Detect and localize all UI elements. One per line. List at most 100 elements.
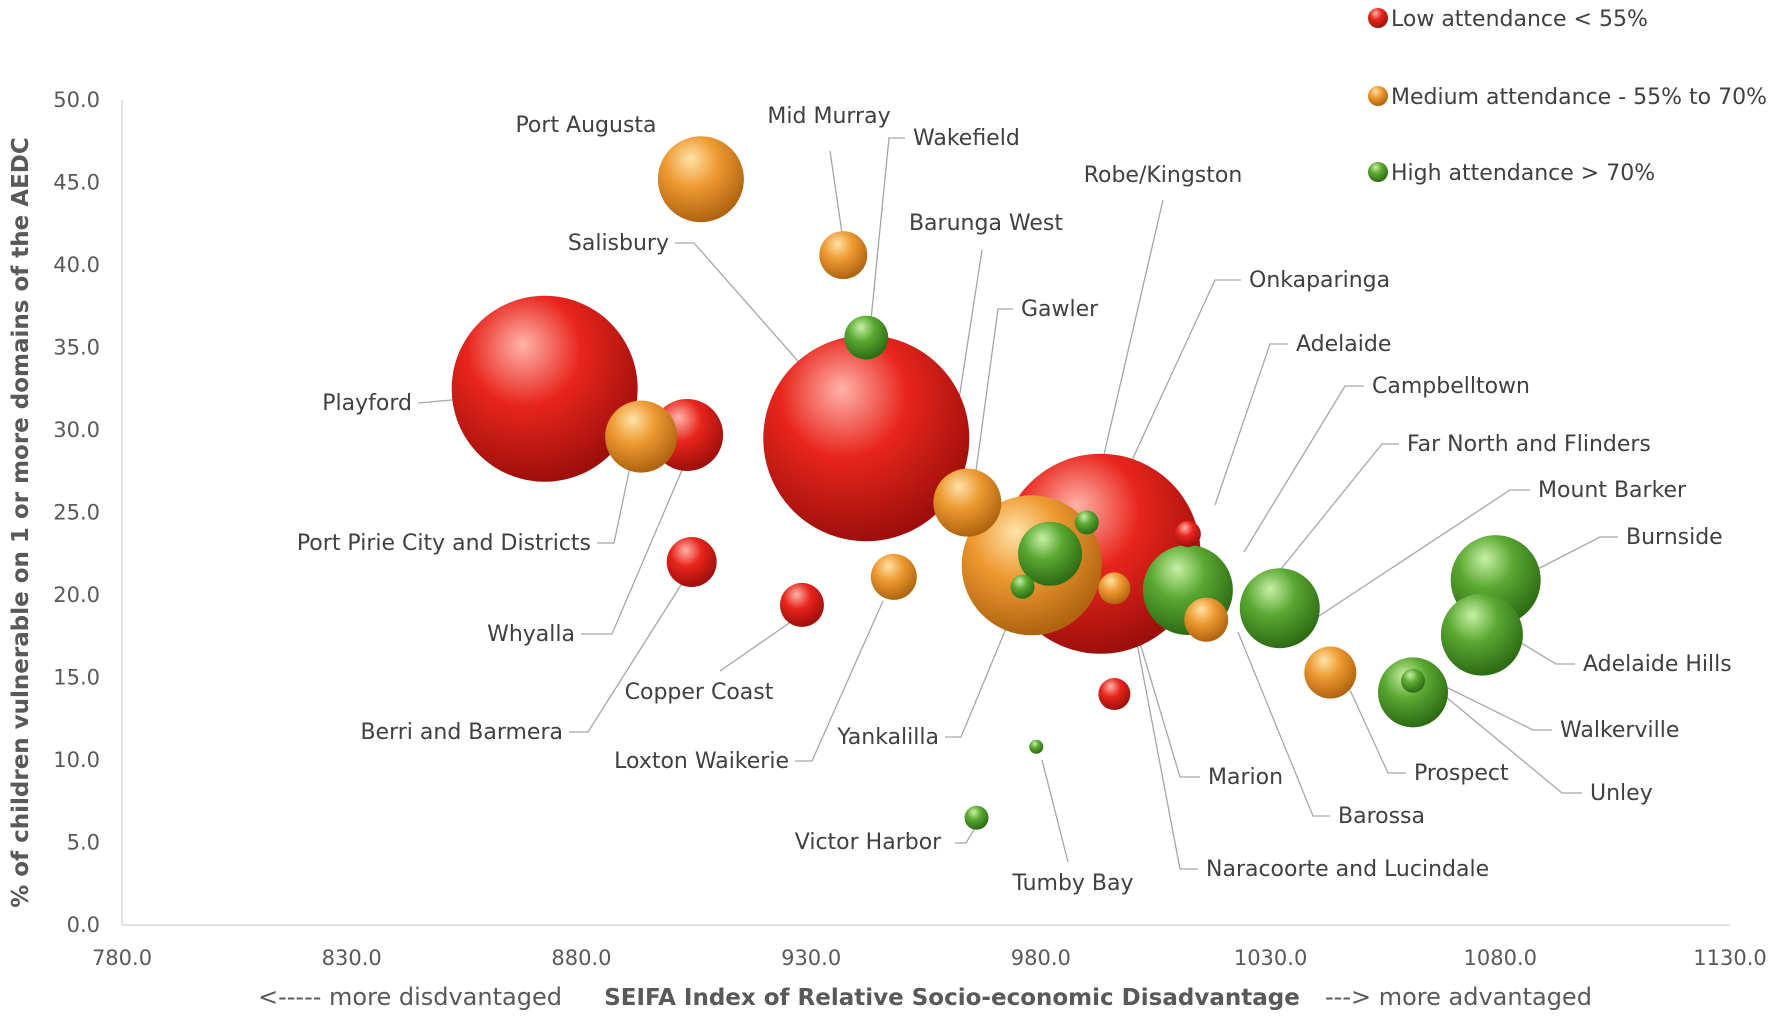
bubble-prospect bbox=[1304, 646, 1357, 699]
bubble-unley bbox=[1400, 668, 1425, 693]
y-tick-label: 15.0 bbox=[53, 666, 100, 690]
bubble-labels: Playford Salisbury Onkaparinga Whyalla Berri… bbox=[297, 104, 1732, 896]
leader-berri-and-barmera bbox=[569, 565, 694, 733]
x-tick-label: 1080.0 bbox=[1464, 946, 1537, 970]
bubble-victor-harbor bbox=[964, 805, 989, 830]
legend-item-high: High attendance > 70% bbox=[1368, 161, 1655, 186]
bubble-adelaide bbox=[1174, 520, 1201, 547]
label-walkerville: Walkerville bbox=[1560, 718, 1679, 743]
bubble-far-north-and-flinders bbox=[1239, 568, 1320, 649]
label-mount-barker: Mount Barker bbox=[1538, 478, 1687, 503]
label-tumby-bay: Tumby Bay bbox=[1011, 871, 1133, 896]
y-axis-title: % of children vulnerable on 1 or more do… bbox=[8, 137, 34, 908]
label-salisbury: Salisbury bbox=[568, 231, 669, 256]
leader-unley bbox=[1439, 691, 1582, 794]
label-unley: Unley bbox=[1590, 781, 1653, 806]
bubble-tumby-bay bbox=[1029, 739, 1044, 754]
label-naracoorte-and-lucindale: Naracoorte and Lucindale bbox=[1206, 857, 1489, 882]
label-port-augusta: Port Augusta bbox=[515, 113, 656, 138]
label-mid-murray: Mid Murray bbox=[767, 104, 890, 129]
y-tick-label: 20.0 bbox=[53, 583, 100, 607]
label-barossa: Barossa bbox=[1338, 804, 1425, 829]
label-marion: Marion bbox=[1208, 765, 1283, 790]
label-wakefield: Wakefield bbox=[913, 126, 1020, 151]
label-far-north-and-flinders: Far North and Flinders bbox=[1407, 432, 1651, 457]
leader-naracoorte-and-lucindale bbox=[1129, 605, 1198, 870]
label-barunga-west: Barunga West bbox=[909, 211, 1063, 236]
y-tick-label: 5.0 bbox=[67, 831, 100, 855]
label-yankalilla: Yankalilla bbox=[836, 725, 939, 750]
bubble-robe-kingston bbox=[1074, 510, 1099, 535]
label-gawler: Gawler bbox=[1021, 297, 1099, 322]
label-port-pirie-city-and-districts: Port Pirie City and Districts bbox=[297, 531, 591, 556]
leader-wakefield bbox=[868, 137, 905, 341]
bubble-berri-and-barmera bbox=[666, 537, 717, 587]
leader-mid-murray bbox=[829, 150, 844, 241]
label-prospect: Prospect bbox=[1414, 761, 1509, 786]
label-whyalla: Whyalla bbox=[487, 622, 575, 647]
x-axis-right-note: ---> more advantaged bbox=[1325, 983, 1592, 1011]
label-campbelltown: Campbelltown bbox=[1372, 374, 1530, 399]
legend: Low attendance < 55% Medium attendance - … bbox=[1368, 7, 1767, 186]
legend-item-medium: Medium attendance - 55% to 70% bbox=[1368, 85, 1767, 110]
x-tick-label: 830.0 bbox=[322, 946, 382, 970]
bubble-marion bbox=[1098, 678, 1131, 710]
x-tick-label: 780.0 bbox=[92, 946, 152, 970]
label-burnside: Burnside bbox=[1626, 525, 1723, 550]
bubble-loxton-waikerie bbox=[870, 553, 917, 600]
bubble-port-pirie-city-and-districts bbox=[605, 400, 678, 473]
legend-item-low: Low attendance < 55% bbox=[1368, 7, 1648, 32]
leader-loxton-waikerie bbox=[795, 600, 884, 762]
y-tick-label: 40.0 bbox=[53, 253, 100, 277]
y-tick-label: 10.0 bbox=[53, 748, 100, 772]
bubble-mid-murray bbox=[819, 231, 868, 280]
x-tick-label: 880.0 bbox=[551, 946, 611, 970]
leader-far-north-and-flinders bbox=[1272, 443, 1399, 580]
x-axis-title: SEIFA Index of Relative Socio-economic D… bbox=[604, 985, 1300, 1011]
y-tick-label: 45.0 bbox=[53, 171, 100, 195]
legend-label-high: High attendance > 70% bbox=[1391, 161, 1655, 186]
leader-whyalla bbox=[581, 434, 698, 635]
y-tick-label: 25.0 bbox=[53, 501, 100, 525]
bubble-campbelltown bbox=[1184, 597, 1229, 642]
x-tick-label: 1030.0 bbox=[1234, 946, 1307, 970]
leader-yankalilla bbox=[945, 589, 1023, 738]
label-berri-and-barmera: Berri and Barmera bbox=[360, 720, 563, 745]
leader-prospect bbox=[1349, 689, 1406, 774]
leader-victor-harbor bbox=[955, 827, 976, 844]
legend-label-medium: Medium attendance - 55% to 70% bbox=[1391, 85, 1767, 110]
leader-mount-barker bbox=[1312, 489, 1530, 621]
bubble-adelaide-hills bbox=[1440, 593, 1523, 676]
legend-marker-high bbox=[1368, 162, 1388, 182]
label-copper-coast: Copper Coast bbox=[625, 680, 774, 705]
leader-barossa bbox=[1237, 631, 1330, 817]
label-playford: Playford bbox=[322, 391, 412, 416]
x-tick-label: 930.0 bbox=[781, 946, 841, 970]
bubble-playford bbox=[451, 295, 638, 482]
leader-campbelltown bbox=[1243, 385, 1364, 553]
y-tick-label: 0.0 bbox=[67, 913, 100, 937]
bubble-wakefield bbox=[844, 315, 889, 360]
bubble-naracoorte-and-lucindale bbox=[1098, 572, 1131, 605]
leader-gawler bbox=[974, 308, 1013, 479]
bubble-gawler bbox=[933, 468, 1002, 537]
label-victor-harbor: Victor Harbor bbox=[795, 830, 942, 855]
y-tick-label: 35.0 bbox=[53, 336, 100, 360]
bubble-yankalilla bbox=[1010, 574, 1035, 599]
leader-tumby-bay bbox=[1041, 759, 1069, 863]
y-tick-label: 30.0 bbox=[53, 418, 100, 442]
label-adelaide: Adelaide bbox=[1296, 332, 1391, 357]
leader-adelaide-hills bbox=[1507, 634, 1575, 665]
leader-onkaparinga bbox=[1109, 279, 1241, 509]
label-robe-kingston: Robe/Kingston bbox=[1084, 163, 1243, 188]
bubble-copper-coast bbox=[779, 582, 824, 627]
x-tick-label: 980.0 bbox=[1011, 946, 1071, 970]
y-tick-label: 50.0 bbox=[53, 88, 100, 112]
leader-marion bbox=[1122, 585, 1200, 778]
label-loxton-waikerie: Loxton Waikerie bbox=[614, 749, 789, 774]
legend-marker-medium bbox=[1368, 86, 1388, 106]
leader-burnside bbox=[1529, 536, 1618, 574]
bubble-salisbury bbox=[763, 335, 970, 542]
label-onkaparinga: Onkaparinga bbox=[1249, 268, 1390, 293]
